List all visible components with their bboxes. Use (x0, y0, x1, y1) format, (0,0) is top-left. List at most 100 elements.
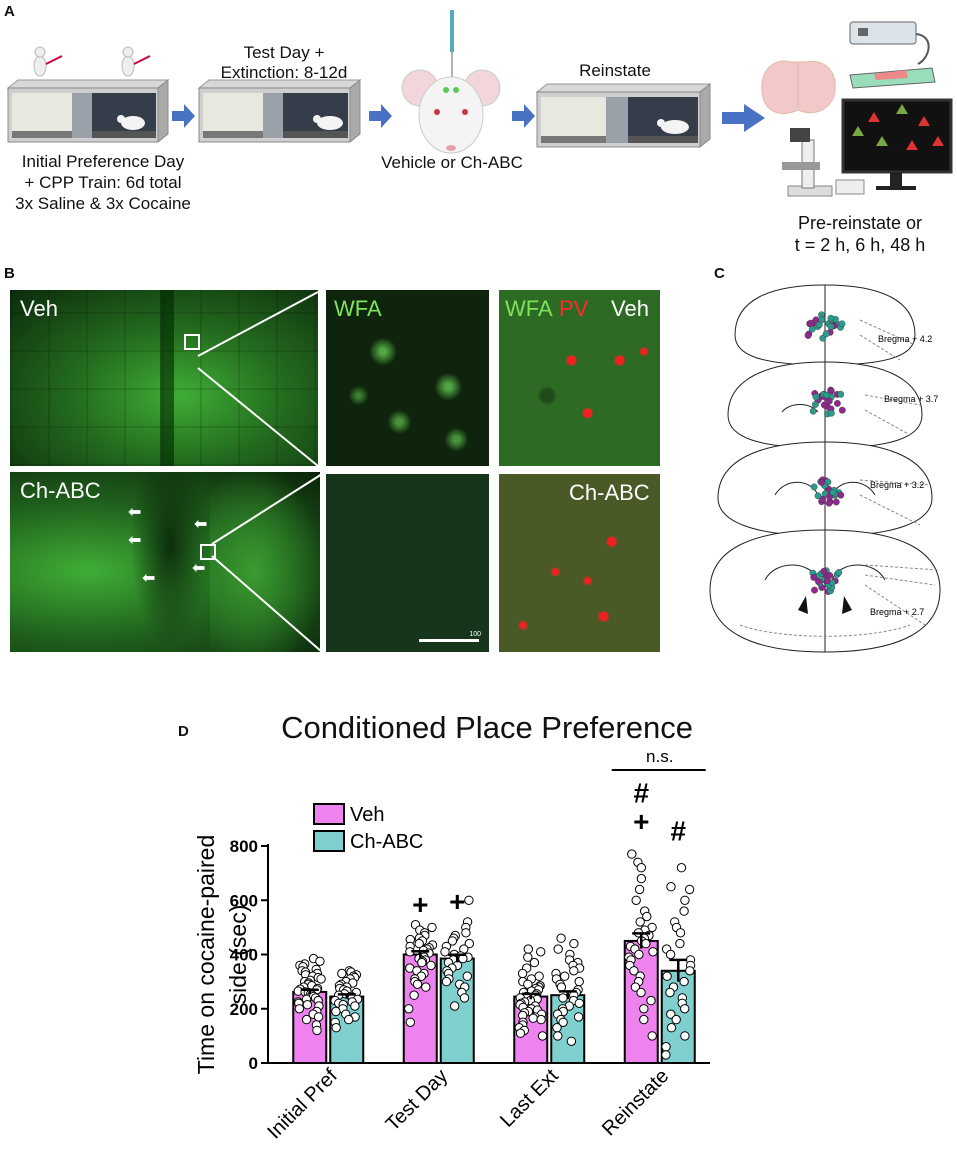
data-point (553, 1031, 563, 1041)
data-point (331, 1006, 341, 1017)
veh-label: Veh (20, 296, 58, 321)
data-point (671, 1014, 681, 1025)
arrow-icon: ⬅ (192, 560, 206, 577)
microtome-icon (849, 21, 936, 89)
data-point (316, 974, 326, 984)
data-point (294, 1004, 305, 1014)
data-point (574, 976, 584, 987)
legend-swatch (313, 803, 345, 825)
chabc2-label: Ch-ABC (569, 480, 650, 505)
legend-label: Veh (350, 804, 384, 826)
placement-dot (825, 499, 833, 507)
placement-dot (827, 409, 835, 417)
step5-line1: Pre-reinstate or (797, 213, 923, 233)
data-point (313, 1012, 324, 1022)
data-point (528, 1013, 538, 1023)
data-point (421, 982, 431, 992)
data-point (558, 1017, 568, 1027)
data-point (676, 863, 687, 873)
x-tick-label: Initial Pref (263, 1065, 342, 1144)
placement-dot (838, 320, 846, 328)
data-point (662, 971, 672, 981)
data-point (450, 1001, 460, 1011)
legend-swatch (313, 830, 345, 852)
data-point (404, 1004, 414, 1014)
injection-sites (804, 311, 846, 595)
scale-bar-label: 100 (469, 631, 481, 638)
step1-line1: Initial Preference Day (21, 152, 185, 171)
data-point (630, 982, 641, 992)
placement-dot (837, 390, 845, 398)
data-point (627, 849, 637, 859)
data-point (556, 933, 566, 943)
wfa-veh-image: WFA (326, 290, 489, 466)
wfa2-label: WFA (505, 296, 553, 321)
wfa-pv-chabc-image: Ch-ABC (499, 474, 660, 652)
data-point (558, 993, 568, 1003)
pv-label: PV (559, 296, 589, 321)
data-point (635, 917, 645, 927)
placement-dot (838, 406, 846, 414)
zoom-lines (197, 291, 323, 653)
legend-label: Ch-ABC (350, 831, 423, 853)
step5-line2: t = 2 h, 6 h, 48 h (794, 235, 926, 255)
placement-dot (804, 332, 812, 339)
data-point (537, 1031, 548, 1041)
data-point (462, 971, 472, 981)
step1-line3: 3x Saline & 3x Cocaine (15, 194, 191, 213)
data-point (679, 976, 689, 987)
placement-dot (809, 407, 817, 415)
data-point (642, 911, 652, 922)
data-point (684, 884, 695, 895)
data-point (631, 895, 641, 906)
significance-plus: + (633, 806, 649, 837)
step2-line1: Test Day + (243, 43, 325, 62)
ns-label: n.s. (646, 747, 673, 766)
data-point (405, 1017, 415, 1027)
data-point (679, 906, 689, 916)
placement-dot (823, 391, 831, 399)
data-point (634, 884, 645, 895)
data-point (675, 928, 686, 938)
step2-line2: Extinction: 8-12d (220, 63, 348, 82)
significance-hash: # (633, 778, 649, 809)
placement-dot (827, 314, 835, 322)
data-point (344, 1014, 354, 1025)
data-point (648, 947, 658, 957)
placement-dot (807, 319, 815, 327)
data-point (523, 944, 533, 954)
bregma-level-1: Bregma + 4.2 (878, 334, 932, 344)
step3-label: Vehicle or Ch-ABC (381, 153, 523, 172)
data-point (646, 995, 656, 1006)
data-point (636, 863, 646, 873)
placement-dot (822, 330, 830, 338)
arrow-icon: ⬅ (194, 516, 208, 533)
placement-dot (837, 491, 845, 499)
cpp-box-initial (6, 78, 170, 144)
data-point (464, 895, 474, 906)
data-point (685, 966, 695, 976)
data-point (661, 1050, 671, 1060)
data-point (426, 960, 436, 971)
data-point (350, 1001, 360, 1011)
monitor-icon (841, 98, 953, 190)
data-point (312, 1025, 322, 1036)
data-point (552, 1023, 562, 1033)
y-axis-label: Time on cocaine-paired (193, 835, 219, 1075)
placement-diagram: Bregma + 4.2 Bregma + 3.7 Bregma + 3.2 B… (709, 284, 941, 653)
arrow-icon (512, 104, 535, 128)
significance-plus: + (412, 889, 428, 920)
panel-label-d: D (178, 723, 189, 740)
data-point (447, 936, 458, 946)
wfa-pv-veh-image: WFA PV Veh (499, 290, 660, 466)
placement-dot (810, 573, 818, 581)
protocol-diagram (6, 10, 953, 197)
data-point (666, 882, 676, 892)
data-point (464, 938, 474, 949)
data-point (441, 976, 452, 987)
data-point (574, 998, 584, 1008)
placement-dot (818, 316, 826, 324)
placement-dot (812, 393, 820, 401)
data-point (459, 993, 470, 1003)
cpp-box-reinstate (535, 82, 712, 149)
